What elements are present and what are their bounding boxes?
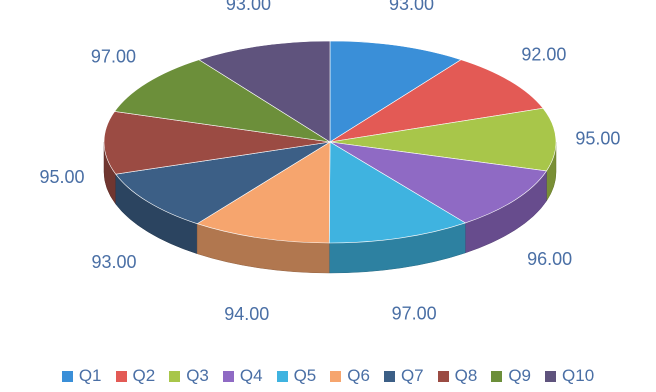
legend-label: Q5 [293,366,317,385]
pie-slice-q3 [329,107,557,172]
legend-swatch [545,370,557,382]
data-label-q1: 93.00 [389,0,434,14]
data-label-q2: 92.00 [521,45,566,65]
pie-slice-q1 [329,40,462,143]
legend-label: Q6 [347,366,370,385]
legend-swatch [169,370,181,382]
legend-label: Q2 [132,366,156,385]
legend-label: Q3 [186,366,209,385]
legend-swatch [330,370,342,382]
pie-slice-q2 [329,59,544,143]
pie-slice-q9 [114,59,331,143]
legend-item-q6: Q6 [330,366,370,386]
legend-label: Q9 [508,366,532,385]
legend-swatch [222,370,234,382]
pie-slice-q4 [329,141,548,224]
legend-label: Q7 [400,366,424,385]
data-label-q9: 97.00 [91,47,136,67]
data-label-q6: 94.00 [224,304,269,324]
legend-label: Q4 [239,366,263,385]
legend-swatch [437,370,449,382]
legend-item-q10: Q10 [545,366,594,386]
data-label-q7: 93.00 [91,252,136,272]
legend-swatch [491,370,503,382]
legend-label: Q8 [454,366,478,385]
legend: Q1 Q2 Q3 Q4 Q5 Q6 Q7 Q8 Q9 Q10 [0,364,656,388]
data-label-q3: 95.00 [575,128,620,148]
pie-slice-q10 [198,40,331,143]
data-label-q5: 97.00 [392,304,437,324]
data-label-q8: 95.00 [39,167,84,187]
legend-swatch [115,370,127,382]
legend-item-q1: Q1 [61,366,102,386]
legend-label: Q1 [78,366,102,385]
legend-item-q8: Q8 [437,366,478,386]
data-label-q10: 93.00 [226,0,271,14]
legend-item-q4: Q4 [222,366,263,386]
legend-item-q3: Q3 [169,366,209,386]
pie-slice-q7 [115,141,331,225]
legend-item-q7: Q7 [383,366,424,386]
legend-swatch [61,370,73,382]
legend-item-q9: Q9 [491,366,531,386]
pie-slice-q5 [328,141,466,244]
legend-label: Q10 [562,366,595,385]
legend-swatch [383,370,395,382]
legend-swatch [276,370,288,382]
pie-slice-q8 [103,111,331,175]
legend-item-q2: Q2 [115,366,156,386]
data-label-q4: 96.00 [527,249,572,269]
pie-slice-q6 [196,141,331,244]
data-labels: 93.00 92.00 95.00 96.00 97.00 94.00 93.00 95.00… [39,0,620,324]
legend-item-q5: Q5 [276,366,317,386]
pie-top-faces [103,40,557,244]
